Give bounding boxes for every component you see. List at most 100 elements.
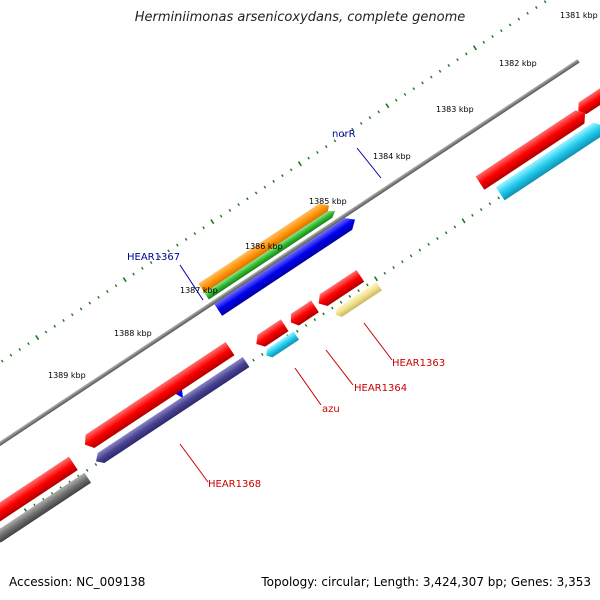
leader-HEAR1367 bbox=[179, 264, 204, 301]
gene-azu-red[interactable] bbox=[252, 319, 289, 349]
outer-tick bbox=[88, 301, 92, 305]
outer-tick bbox=[193, 232, 197, 236]
gene-HEAR1367-feature[interactable] bbox=[175, 389, 186, 400]
inner-tick bbox=[383, 271, 387, 275]
gene-left-gray[interactable] bbox=[0, 472, 92, 546]
outer-tick bbox=[289, 168, 293, 172]
gene-HEAR1363-yellow[interactable] bbox=[333, 282, 382, 319]
outer-tick bbox=[403, 92, 407, 96]
inner-tick bbox=[94, 463, 98, 467]
outer-tick bbox=[324, 145, 328, 149]
gene-forward-red-right[interactable] bbox=[475, 107, 590, 190]
outer-tick bbox=[114, 284, 118, 288]
outer-tick bbox=[394, 98, 398, 102]
inner-tick bbox=[357, 289, 360, 293]
inner-tick bbox=[348, 294, 352, 298]
gene-norR-green-feature[interactable] bbox=[204, 208, 337, 300]
outer-tick bbox=[500, 29, 503, 33]
outer-tick bbox=[246, 197, 249, 201]
outer-tick bbox=[202, 226, 205, 230]
outer-tick bbox=[438, 69, 442, 73]
outer-tick bbox=[526, 11, 529, 15]
inner-tick bbox=[471, 213, 474, 217]
outer-tick bbox=[472, 45, 478, 51]
gene-label-norR[interactable]: norR bbox=[332, 129, 356, 140]
outer-tick bbox=[351, 127, 354, 131]
outer-tick bbox=[368, 116, 372, 120]
outer-tick bbox=[70, 313, 74, 317]
outer-tick bbox=[122, 277, 127, 283]
scale-label-1383: 1383 kbp bbox=[436, 105, 474, 114]
inner-tick bbox=[436, 237, 439, 240]
gene-label-HEAR1367[interactable]: HEAR1367 bbox=[127, 252, 180, 263]
outer-tick bbox=[97, 295, 100, 299]
leader-HEAR1364 bbox=[325, 349, 354, 386]
outer-tick bbox=[517, 17, 521, 21]
outer-tick bbox=[429, 75, 433, 79]
inner-tick bbox=[461, 218, 466, 224]
outer-tick bbox=[456, 58, 459, 62]
map-title: Herminiimonas arsenicoxydans, complete g… bbox=[134, 10, 466, 25]
inner-tick bbox=[444, 231, 448, 235]
gene-HEAR1368-purple[interactable] bbox=[93, 357, 250, 466]
inner-tick bbox=[453, 225, 457, 229]
scale-ticks-outer bbox=[0, 0, 547, 363]
gene-forward-cyan-right[interactable] bbox=[495, 119, 600, 201]
outer-tick bbox=[105, 290, 109, 293]
inner-tick bbox=[85, 468, 89, 472]
outer-tick bbox=[18, 347, 22, 351]
gene-HEAR1363-red[interactable] bbox=[315, 270, 365, 309]
genome-summary: Topology: circular; Length: 3,424,307 bp… bbox=[261, 575, 591, 589]
inner-tick bbox=[479, 208, 483, 212]
scale-label-1387: 1387 kbp bbox=[180, 286, 218, 295]
outer-tick bbox=[543, 0, 547, 4]
outer-tick bbox=[141, 266, 144, 270]
gene-norR-blue-feature[interactable] bbox=[214, 214, 358, 316]
outer-tick bbox=[491, 35, 494, 38]
outer-tick bbox=[184, 237, 188, 241]
outer-tick bbox=[535, 6, 538, 10]
gene-edge-red[interactable] bbox=[574, 83, 600, 117]
gene-label-azu[interactable]: azu bbox=[322, 404, 340, 415]
outer-tick bbox=[44, 330, 48, 334]
gene-left-red[interactable] bbox=[0, 456, 78, 531]
outer-tick bbox=[254, 191, 258, 195]
outer-tick bbox=[464, 52, 468, 56]
accession-label: Accession: NC_009138 bbox=[9, 575, 146, 589]
inner-tick bbox=[497, 196, 500, 200]
gene-norR-orange-feature[interactable] bbox=[198, 200, 332, 296]
gene-HEAR1364-red[interactable] bbox=[287, 300, 319, 329]
outer-tick bbox=[0, 359, 4, 363]
outer-tick bbox=[377, 110, 381, 114]
scale-label-1386: 1386 kbp bbox=[245, 242, 283, 251]
chromosome-backbone bbox=[0, 59, 580, 460]
outer-tick bbox=[307, 156, 310, 160]
outer-tick bbox=[79, 307, 83, 311]
outer-tick bbox=[412, 87, 416, 91]
scale-label-1389: 1389 kbp bbox=[48, 371, 86, 380]
inner-tick bbox=[331, 306, 334, 310]
outer-tick bbox=[53, 324, 57, 328]
gene-label-HEAR1363[interactable]: HEAR1363 bbox=[392, 358, 445, 369]
inner-tick bbox=[409, 254, 413, 258]
outer-tick bbox=[237, 203, 240, 207]
outer-tick bbox=[447, 64, 451, 67]
outer-tick bbox=[158, 255, 162, 259]
outer-tick bbox=[228, 208, 232, 212]
scale-label-1388: 1388 kbp bbox=[114, 329, 152, 338]
outer-tick bbox=[167, 249, 170, 253]
gene-label-HEAR1364[interactable]: HEAR1364 bbox=[354, 383, 407, 394]
inner-tick bbox=[260, 352, 264, 356]
inner-tick bbox=[366, 283, 369, 287]
gene-label-HEAR1368[interactable]: HEAR1368 bbox=[208, 479, 261, 490]
leader-norR bbox=[356, 147, 382, 179]
inner-tick bbox=[418, 248, 422, 252]
scale-label-1381: 1381 kbp bbox=[560, 11, 598, 20]
inner-tick bbox=[252, 358, 255, 362]
outer-tick bbox=[297, 161, 302, 167]
gene-HEAR1368-red[interactable] bbox=[81, 341, 235, 451]
gene-azu-cyan[interactable] bbox=[264, 331, 300, 359]
outer-tick bbox=[9, 353, 13, 357]
